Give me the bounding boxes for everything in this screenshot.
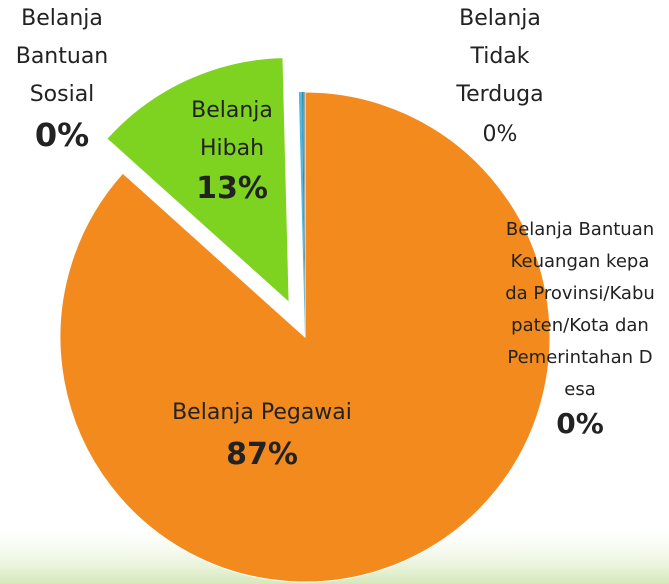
slice-label: Belanja Bantuan Keuangan kepada Provinsi… (505, 219, 655, 400)
pie-slice (59, 91, 551, 583)
pie-slice (106, 57, 290, 304)
slice-label: Belanja Tidak Terduga (456, 6, 544, 107)
slice-label: Belanja Bantuan Sosial (15, 6, 109, 107)
pie-slice (303, 92, 305, 337)
pie-slice (301, 92, 305, 338)
slice-percent: 87% (226, 437, 298, 472)
slice-percent: 13% (196, 171, 268, 206)
slice-percent: 0% (556, 407, 604, 440)
slice-label: Belanja Pegawai (172, 400, 352, 425)
slice-percent: 0% (34, 116, 90, 154)
slice-percent: 0% (482, 122, 518, 147)
pie-slice (298, 92, 305, 337)
slice-label: Belanja Hibah (191, 98, 273, 161)
